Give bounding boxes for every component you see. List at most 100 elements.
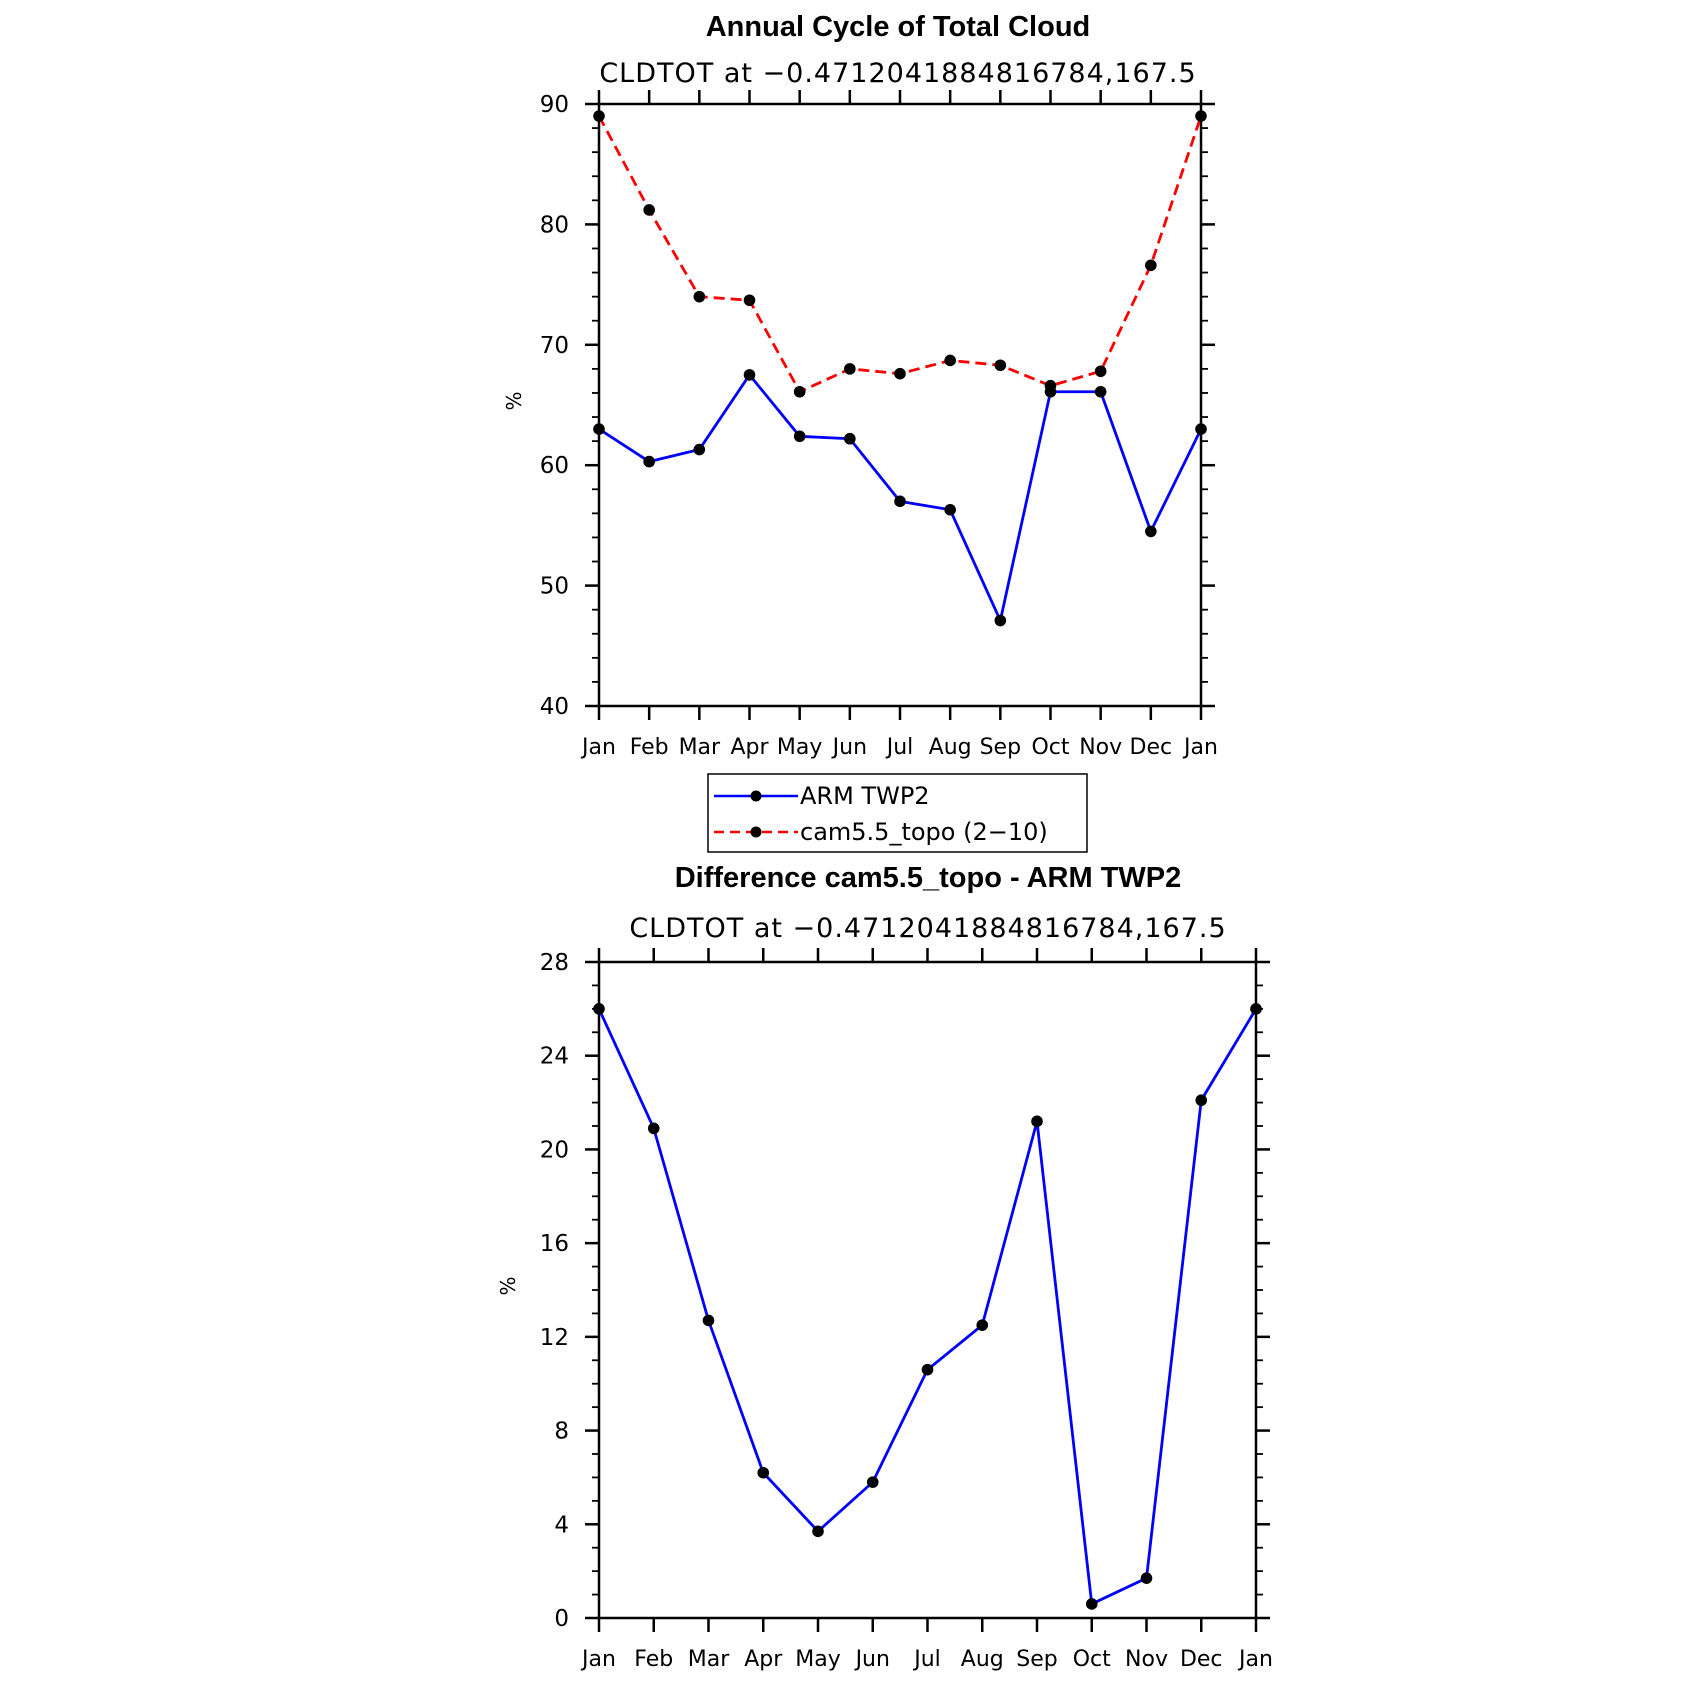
data-point [743, 294, 756, 307]
y-tick-label: 60 [540, 453, 569, 479]
plot-frame [597, 960, 1258, 1620]
x-tick-label: Feb [634, 1647, 673, 1672]
y-tick-label: 16 [540, 1231, 569, 1257]
data-point [793, 385, 806, 398]
y-axis-label: % [502, 391, 526, 410]
data-point [1195, 1094, 1208, 1107]
data-point [994, 359, 1007, 372]
x-tick-label: Jan [1237, 1647, 1273, 1672]
data-point [743, 369, 756, 381]
data-point [593, 423, 605, 435]
data-point [643, 455, 655, 468]
chart-subtitle: CLDTOT at −0.4712041884816784,167.5 [629, 913, 1226, 944]
x-tick-label: Oct [1031, 735, 1069, 760]
legend-marker-model [750, 826, 762, 838]
data-point [1085, 1598, 1098, 1610]
series-group [593, 1003, 1262, 1610]
axes [597, 960, 1258, 1620]
y-tick-label: 50 [540, 574, 569, 600]
x-tick-label: May [777, 735, 822, 760]
data-point [1195, 110, 1207, 122]
data-point [1145, 259, 1157, 272]
data-point [1140, 1572, 1153, 1584]
legend-box [707, 773, 1088, 853]
x-tick-label: Jan [580, 1647, 616, 1672]
x-tick-label: Jun [831, 735, 867, 760]
chart-title: Annual Cycle of Total Cloud [706, 11, 1091, 43]
y-axis-label: % [496, 1276, 520, 1295]
y-tick-label: 20 [540, 1137, 569, 1163]
data-point [976, 1319, 989, 1331]
y-tick-label: 24 [540, 1044, 569, 1070]
data-point [693, 443, 706, 456]
y-tick-label: 80 [540, 212, 569, 238]
chart-subtitle: CLDTOT at −0.4712041884816784,167.5 [599, 58, 1196, 89]
x-tick-label: Apr [730, 735, 769, 760]
y-tick-label: 90 [540, 92, 569, 118]
series-0 [593, 1003, 1262, 1610]
y-tick-label: 70 [540, 333, 569, 359]
plot-frame [597, 102, 1203, 708]
data-point [1094, 385, 1107, 398]
x-tick-label: Dec [1130, 735, 1173, 760]
x-tick-label: Jul [885, 735, 914, 760]
x-tick-label: Nov [1125, 1647, 1168, 1672]
data-point [866, 1476, 879, 1488]
legend-marker-arm [750, 790, 762, 802]
data-point [944, 503, 956, 516]
series-0 [593, 369, 1207, 627]
x-tick-label: Jan [1182, 735, 1218, 760]
data-point [944, 354, 956, 367]
x-tick-label: Oct [1073, 1647, 1111, 1672]
y-tick-label: 28 [540, 950, 569, 976]
y-tick-label: 40 [540, 694, 569, 720]
x-tick-label: Sep [1016, 1647, 1057, 1672]
x-tick-label: Jan [580, 735, 616, 760]
x-tick-label: Aug [961, 1647, 1004, 1672]
x-tick-label: Sep [980, 735, 1021, 760]
x-tick-label: May [795, 1647, 840, 1672]
ticks: Jan Feb Mar Apr May Jun Jul Aug Sep Oct Nov Dec Jan 4… [540, 90, 1218, 760]
data-point [1094, 365, 1107, 378]
series-line [597, 1008, 1258, 1606]
axes [597, 102, 1203, 708]
y-tick-label: 8 [554, 1419, 569, 1445]
difference-chart: Difference cam5.5_topo - ARM TWP2 CLDTOT… [496, 862, 1273, 1672]
data-point [1145, 525, 1157, 538]
legend-item-arm: ARM TWP2 [714, 782, 930, 810]
x-tick-label: Mar [679, 735, 721, 760]
data-point [894, 495, 906, 508]
y-tick-label: 12 [540, 1325, 569, 1351]
x-tick-label: Dec [1180, 1647, 1223, 1672]
x-tick-label: Apr [744, 1647, 783, 1672]
data-point [844, 363, 856, 375]
y-tick-label: 0 [554, 1606, 569, 1632]
data-point [647, 1122, 660, 1135]
data-point [643, 204, 655, 216]
data-point [844, 432, 856, 445]
x-tick-label: Feb [630, 735, 669, 760]
legend-item-model: cam5.5_topo (2−10) [714, 818, 1048, 846]
data-point [702, 1314, 715, 1327]
data-point [812, 1525, 824, 1538]
data-point [757, 1466, 770, 1479]
data-point [1195, 423, 1207, 435]
y-tick-label: 4 [554, 1512, 569, 1538]
x-tick-label: Jun [854, 1647, 890, 1672]
series-group [593, 110, 1207, 627]
series-1 [593, 110, 1207, 398]
chart-title: Difference cam5.5_topo - ARM TWP2 [675, 862, 1182, 894]
series-line [597, 115, 1203, 394]
data-point [1250, 1003, 1262, 1015]
data-point [693, 290, 706, 303]
x-tick-label: Mar [688, 1647, 730, 1672]
x-tick-label: Nov [1079, 735, 1122, 760]
data-point [793, 430, 806, 443]
legend: ARM TWP2 cam5.5_topo (2−10) [707, 773, 1088, 853]
x-tick-label: Aug [929, 735, 972, 760]
data-point [593, 1003, 605, 1015]
data-point [894, 367, 906, 380]
x-tick-label: Jul [912, 1647, 941, 1672]
ticks: Jan Feb Mar Apr May Jun Jul Aug Sep Oct Nov Dec Jan 0… [540, 948, 1273, 1672]
